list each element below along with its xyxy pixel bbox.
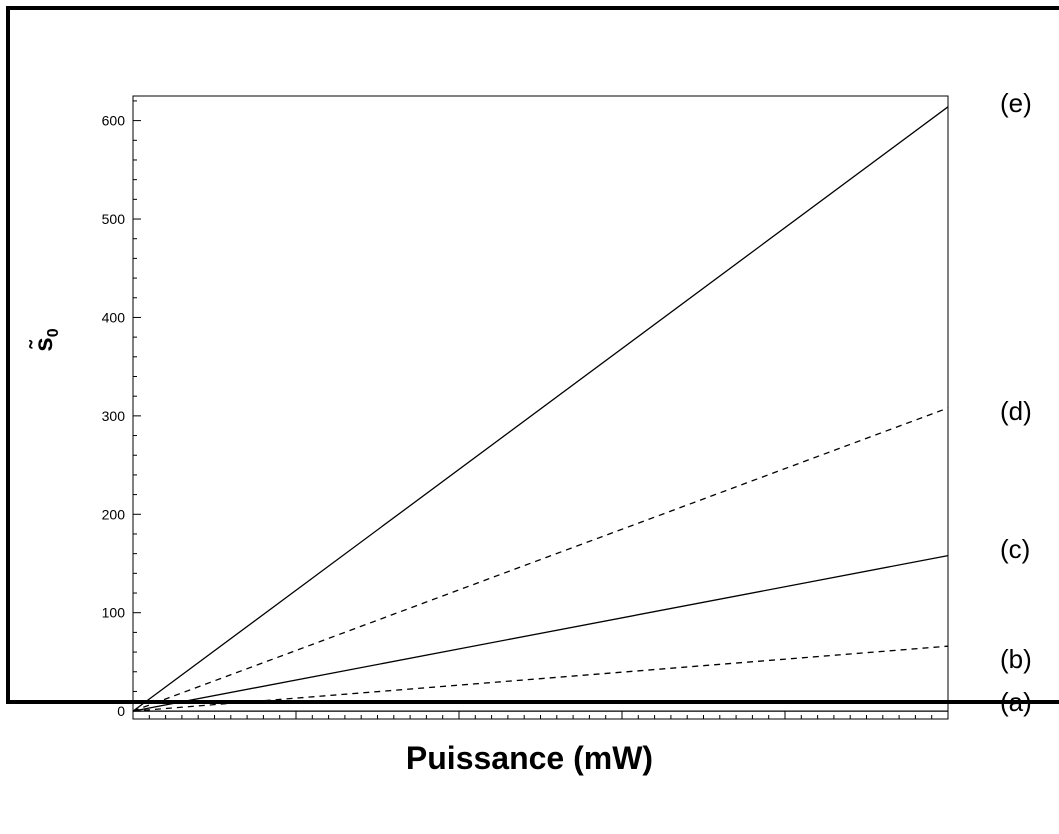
series-line-c [132, 554, 949, 712]
chart-frame [6, 6, 1059, 704]
y-tick-label: 200 [102, 506, 126, 522]
x-axis-title: Puissance (mW) [405, 740, 654, 776]
y-tick-label: 0 [117, 703, 125, 719]
y-tick-label: 300 [102, 408, 126, 424]
series-label-d: (d) [1000, 396, 1032, 426]
series-label-e: (e) [1000, 88, 1032, 118]
series-label-c: (c) [1000, 534, 1030, 564]
y-tick-label: 600 [102, 113, 126, 129]
series-line-d [132, 407, 949, 712]
series-line-e [132, 106, 949, 712]
plot-area-border [132, 95, 949, 720]
y-tick-label: 500 [102, 211, 126, 227]
y-tick-label: 100 [102, 605, 126, 621]
chart: 010020030040050060020406080100(a)(b)(c)(… [28, 88, 1032, 720]
series-label-b: (b) [1000, 644, 1032, 674]
series-label-a: (a) [1000, 687, 1032, 717]
series-line-b [132, 645, 949, 712]
y-axis-title: s̃0 [28, 328, 62, 351]
y-tick-label: 400 [102, 309, 126, 325]
y-axis-title-text: s̃0 [28, 328, 62, 351]
